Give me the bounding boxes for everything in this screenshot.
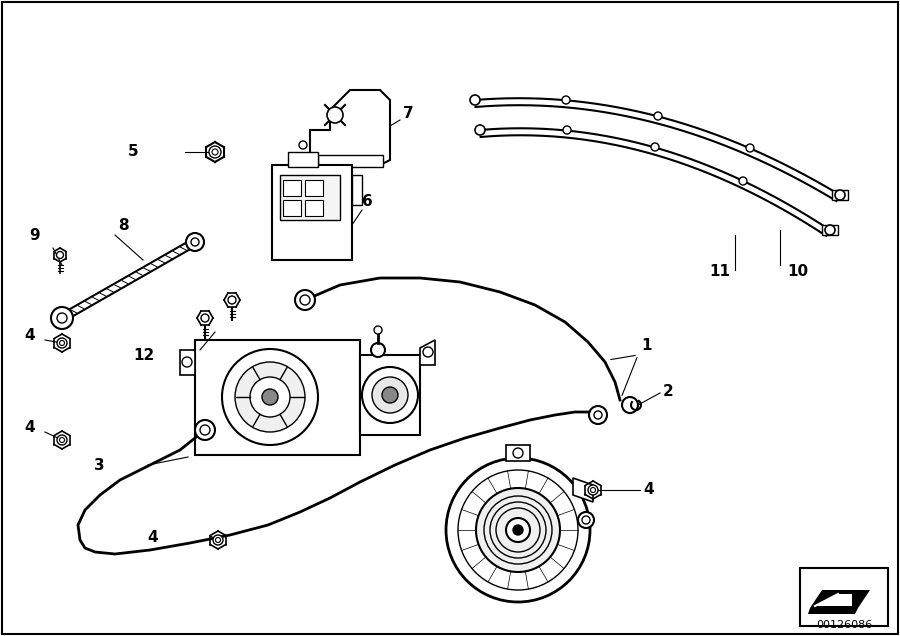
Circle shape [476, 488, 560, 572]
Bar [832, 190, 848, 200]
Bar [283, 200, 301, 216]
Circle shape [582, 516, 590, 524]
Circle shape [186, 233, 204, 251]
Circle shape [371, 343, 385, 357]
Circle shape [250, 377, 290, 417]
Circle shape [654, 112, 662, 120]
Text: 4: 4 [643, 483, 653, 497]
Circle shape [299, 141, 307, 149]
Text: 2: 2 [663, 385, 674, 399]
Circle shape [182, 357, 192, 367]
Circle shape [57, 435, 67, 445]
Text: 4: 4 [24, 329, 35, 343]
Circle shape [228, 296, 236, 304]
Circle shape [201, 314, 209, 322]
Circle shape [382, 387, 398, 403]
Circle shape [213, 535, 223, 545]
Bar [280, 175, 340, 220]
Circle shape [300, 295, 310, 305]
Text: 7: 7 [403, 106, 414, 120]
Text: 10: 10 [787, 265, 808, 279]
Bar [822, 225, 838, 235]
Circle shape [513, 525, 523, 535]
Circle shape [506, 518, 530, 542]
Circle shape [562, 96, 570, 104]
Circle shape [423, 347, 433, 357]
Text: 00126086: 00126086 [816, 620, 872, 630]
Polygon shape [420, 340, 435, 365]
Circle shape [374, 326, 382, 334]
Bar [506, 445, 530, 461]
Circle shape [262, 389, 278, 405]
Circle shape [200, 425, 210, 435]
Circle shape [327, 107, 343, 123]
Bar [305, 180, 323, 196]
Circle shape [362, 367, 418, 423]
Circle shape [835, 190, 845, 200]
Circle shape [513, 448, 523, 458]
Circle shape [215, 537, 220, 543]
Circle shape [590, 488, 596, 492]
Circle shape [588, 485, 598, 495]
Circle shape [191, 238, 199, 246]
Circle shape [59, 340, 65, 345]
Circle shape [594, 411, 602, 419]
Text: 3: 3 [94, 459, 105, 473]
Circle shape [746, 144, 754, 152]
Circle shape [372, 377, 408, 413]
Polygon shape [310, 90, 390, 165]
Polygon shape [815, 594, 852, 606]
Bar [360, 355, 420, 435]
Polygon shape [808, 608, 858, 614]
Text: 6: 6 [362, 195, 373, 209]
Circle shape [470, 95, 480, 105]
Circle shape [651, 143, 659, 151]
Circle shape [57, 313, 67, 323]
Polygon shape [810, 590, 870, 608]
Bar [352, 175, 362, 205]
Text: 9: 9 [30, 228, 40, 242]
Text: 5: 5 [128, 144, 138, 160]
Bar [272, 165, 352, 260]
Circle shape [51, 307, 73, 329]
Circle shape [295, 290, 315, 310]
Circle shape [475, 125, 485, 135]
Circle shape [59, 438, 65, 443]
Bar [283, 180, 301, 196]
Circle shape [458, 470, 578, 590]
Text: 4: 4 [148, 530, 158, 546]
Circle shape [563, 126, 571, 134]
Polygon shape [573, 478, 593, 502]
Circle shape [209, 146, 221, 158]
Text: 8: 8 [118, 218, 129, 233]
Circle shape [622, 397, 638, 413]
Circle shape [589, 406, 607, 424]
Bar [195, 340, 360, 455]
Circle shape [57, 338, 67, 348]
Bar [800, 568, 888, 626]
Bar [305, 200, 323, 216]
Bar [288, 152, 318, 167]
Text: 1: 1 [641, 338, 652, 354]
Circle shape [57, 251, 64, 258]
Circle shape [446, 458, 590, 602]
Polygon shape [180, 350, 195, 375]
Circle shape [222, 349, 318, 445]
Circle shape [825, 225, 835, 235]
Text: 4: 4 [24, 420, 35, 436]
Circle shape [235, 362, 305, 432]
Text: 12: 12 [134, 347, 155, 363]
Circle shape [578, 512, 594, 528]
Text: 11: 11 [709, 265, 730, 279]
Circle shape [739, 177, 747, 185]
Bar [318, 155, 383, 167]
Circle shape [195, 420, 215, 440]
Circle shape [212, 149, 218, 155]
